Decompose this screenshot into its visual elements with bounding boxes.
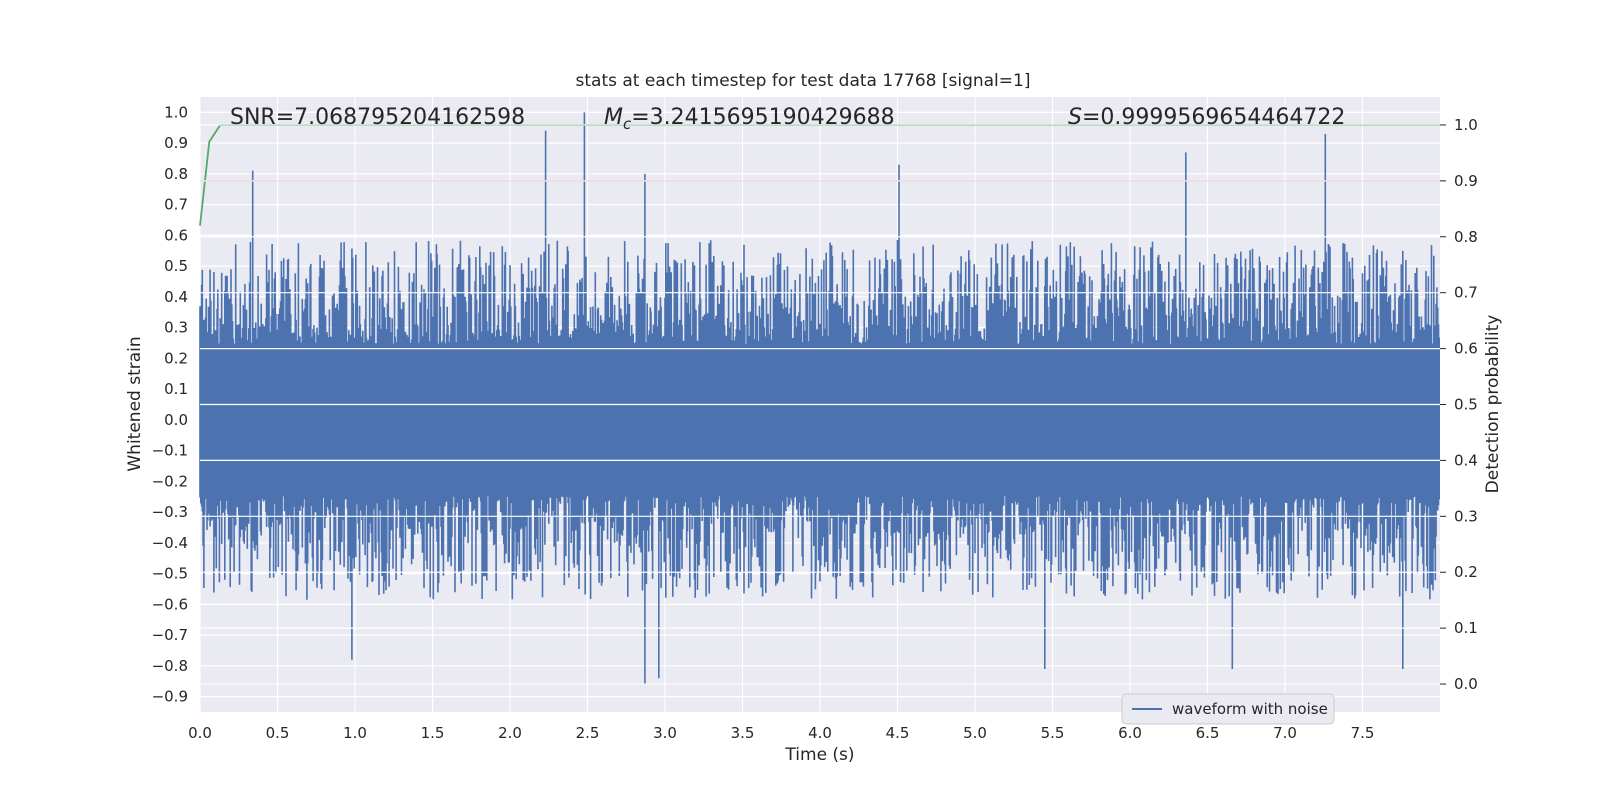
x-tick-label: 0.5 [266,724,290,742]
x-tick-label: 2.0 [498,724,522,742]
y-right-tick-label: 0.6 [1454,340,1478,358]
chirp-mass-annotation: Mc=3.2415695190429688 [604,105,895,133]
y-left-tick-label: −0.3 [152,503,188,521]
score-annotation: S=0.9999569654464722 [1068,105,1345,130]
right-axis-grid [200,124,1440,685]
snr-annotation: SNR=7.068795204162598 [230,105,525,130]
legend-entry: waveform with noise [1172,700,1328,718]
x-tick-label: 6.0 [1118,724,1142,742]
y-left-tick-label: 0.9 [164,134,188,152]
x-tick-label: 1.5 [421,724,445,742]
x-tick-label: 4.0 [808,724,832,742]
y-right-tick-labels: 1.0 0.9 0.8 0.7 0.6 0.5 0.4 0.3 0.2 0.1 0.0 [1440,116,1478,693]
x-tick-label: 5.5 [1041,724,1065,742]
legend: waveform with noise [1121,693,1335,725]
y-left-tick-label: −0.4 [152,534,188,552]
y-left-axis-label: Whitened strain [125,336,145,471]
y-left-tick-label: −0.6 [152,595,188,613]
y-right-tick-label: 0.2 [1454,563,1478,581]
y-right-tick-label: 0.1 [1454,619,1478,637]
y-right-tick-label: 0.8 [1454,228,1478,246]
y-left-tick-labels: 1.0 0.9 0.8 0.7 0.6 0.5 0.4 0.3 0.2 0.1 0.0 −0.1 −0.… [152,103,188,705]
y-left-tick-label: −0.9 [152,688,188,706]
y-right-tick-label: 1.0 [1454,116,1478,134]
chart-title: stats at each timestep for test data 177… [576,71,1031,91]
y-left-tick-label: 0.6 [164,226,188,244]
x-tick-label: 6.5 [1196,724,1220,742]
y-right-tick-label: 0.9 [1454,172,1478,190]
x-tick-label: 3.0 [653,724,677,742]
y-left-tick-label: −0.1 [152,442,188,460]
x-tick-label: 5.0 [963,724,987,742]
y-right-axis-label: Detection probability [1483,315,1503,494]
y-left-tick-label: 0.7 [164,196,188,214]
y-left-tick-label: 0.1 [164,380,188,398]
x-tick-label: 3.5 [731,724,755,742]
y-right-tick-label: 0.5 [1454,396,1478,414]
y-left-tick-label: 0.5 [164,257,188,275]
y-left-tick-label: −0.5 [152,565,188,583]
y-left-tick-label: −0.8 [152,657,188,675]
y-left-tick-label: 0.4 [164,288,188,306]
y-left-tick-label: 0.8 [164,165,188,183]
x-tick-label: 7.0 [1273,724,1297,742]
y-left-tick-label: 0.3 [164,319,188,337]
x-tick-label: 0.0 [188,724,212,742]
y-left-tick-label: 1.0 [164,103,188,121]
y-right-tick-label: 0.0 [1454,675,1478,693]
y-left-tick-label: −0.2 [152,472,188,490]
y-left-tick-label: 0.2 [164,349,188,367]
y-left-tick-label: 0.0 [164,411,188,429]
x-tick-label: 1.0 [343,724,367,742]
x-tick-label: 2.5 [576,724,600,742]
y-left-tick-label: −0.7 [152,626,188,644]
x-tick-label: 7.5 [1351,724,1375,742]
y-right-tick-label: 0.7 [1454,284,1478,302]
y-right-tick-label: 0.3 [1454,507,1478,525]
x-tick-label: 4.5 [886,724,910,742]
x-tick-labels: 0.0 0.5 1.0 1.5 2.0 2.5 3.0 3.5 4.0 4.5 5.0 5.5 6.0 6… [188,724,1374,742]
y-right-tick-label: 0.4 [1454,451,1478,469]
x-axis-label: Time (s) [784,745,854,765]
legend-box [1121,693,1335,725]
